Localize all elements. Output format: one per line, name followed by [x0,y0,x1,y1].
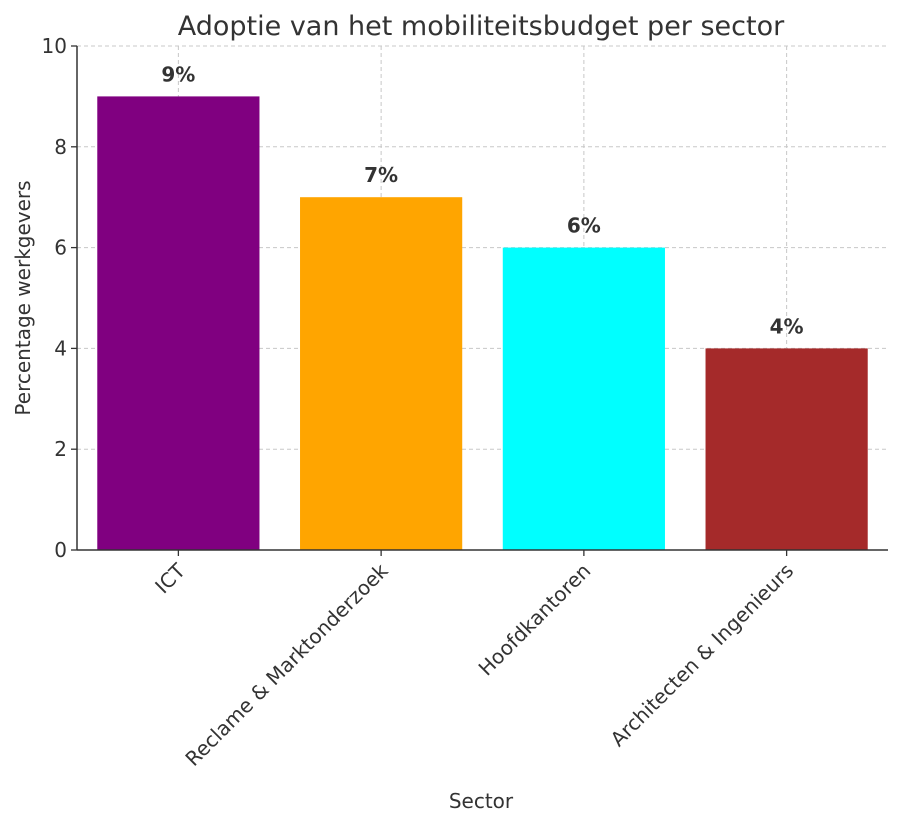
y-tick-label: 2 [54,437,67,461]
data-label: 7% [364,163,398,187]
y-tick-label: 4 [54,336,67,360]
bar [502,247,665,550]
bars [97,96,868,551]
bar [705,348,868,550]
y-tick-label: 8 [54,135,67,159]
y-axis-label: Percentage werkgevers [11,180,35,415]
y-tick-label: 6 [54,236,67,260]
chart-title: Adoptie van het mobiliteitsbudget per se… [178,11,785,42]
axes [71,45,888,556]
data-label: 4% [770,314,804,338]
data-label: 6% [567,214,601,238]
x-tick-label: Reclame & Marktonderzoek [180,558,393,771]
x-axis-label: Sector [449,789,514,813]
bar [97,96,260,551]
bar [300,197,463,550]
y-tick-label: 10 [42,34,67,58]
x-tick-label: Architecten & Ingenieurs [606,559,799,752]
data-label: 9% [161,62,195,86]
x-tick-label: ICT [150,558,190,598]
x-tick-label: Hoofdkantoren [474,559,596,681]
y-tick-label: 0 [54,538,67,562]
